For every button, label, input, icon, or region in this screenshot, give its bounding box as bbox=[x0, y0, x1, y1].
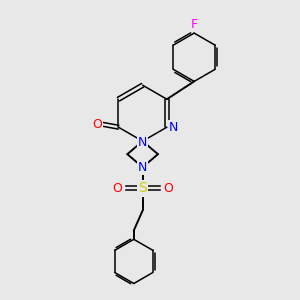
Text: O: O bbox=[92, 118, 102, 131]
Text: N: N bbox=[138, 136, 147, 149]
Text: O: O bbox=[112, 182, 122, 195]
Text: O: O bbox=[163, 182, 173, 195]
Text: S: S bbox=[138, 182, 147, 195]
Text: N: N bbox=[169, 121, 178, 134]
Text: N: N bbox=[138, 161, 147, 174]
Text: F: F bbox=[190, 18, 198, 31]
